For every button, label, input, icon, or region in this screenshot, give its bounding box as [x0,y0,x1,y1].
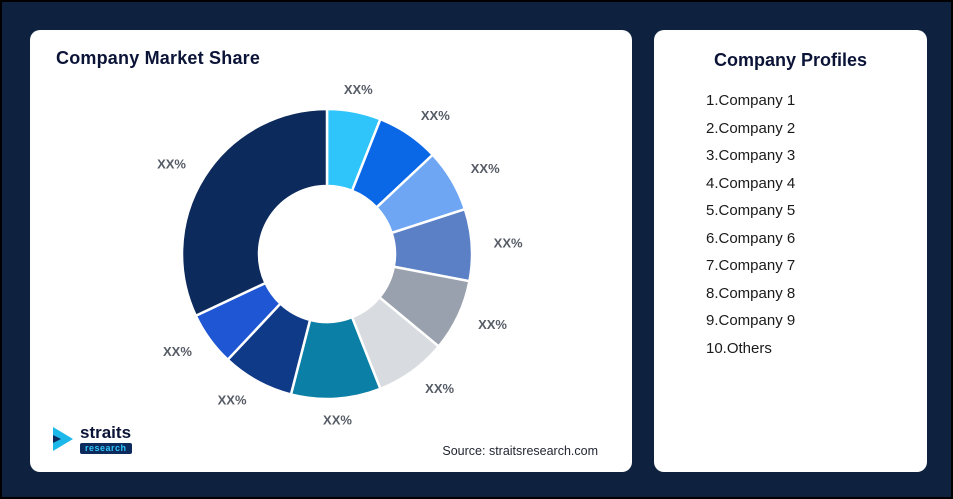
logo-word-straits: straits [80,423,132,442]
company-profiles-list: 1.Company 1 2.Company 2 3.Company 3 4.Compa… [706,87,927,362]
donut-slice [180,107,329,317]
company-profiles-card: Company Profiles 1.Company 1 2.Company 2 3… [654,30,927,472]
list-item: 9.Company 9 [706,312,796,329]
market-share-card: Company Market Share XX% XX% XX% XX% XX% XX% X… [30,30,632,472]
list-item: 8.Company 8 [706,284,796,302]
slice-data-label: XX% [421,108,450,123]
slice-data-label: XX% [494,236,523,251]
slice-data-label: XX% [157,157,186,172]
market-share-donut-chart: XX% XX% XX% XX% XX% XX% XX% XX% XX% XX% [157,82,523,428]
slice-data-label: XX% [425,381,454,396]
list-item: 4.Company 4 [706,174,796,192]
list-item: 7.Company 7 [706,257,796,274]
slice-data-label: XX% [163,344,192,359]
slice-data-label: XX% [478,317,507,332]
chart-title: Company Market Share [56,48,261,68]
list-item: 6.Company 6 [706,229,796,247]
list-item: 2.Company 2 [706,119,796,137]
slice-data-label: XX% [344,82,373,97]
slice-data-label: XX% [471,161,500,176]
straits-logo-icon [53,427,73,451]
list-item: 3.Company 3 [706,147,796,164]
slice-data-label: XX% [323,413,352,428]
source-attribution: Source: straitsresearch.com [442,444,598,458]
slice-data-label: XX% [218,392,247,407]
straits-research-logo: straits research [52,424,132,454]
list-item: 5.Company 5 [706,202,796,219]
list-item: 10.Others [706,339,772,357]
logo-word-research: research [80,443,132,454]
company-profiles-title: Company Profiles [713,50,868,70]
logo-text: straits research [80,424,132,454]
list-item: 1.Company 1 [706,92,796,109]
